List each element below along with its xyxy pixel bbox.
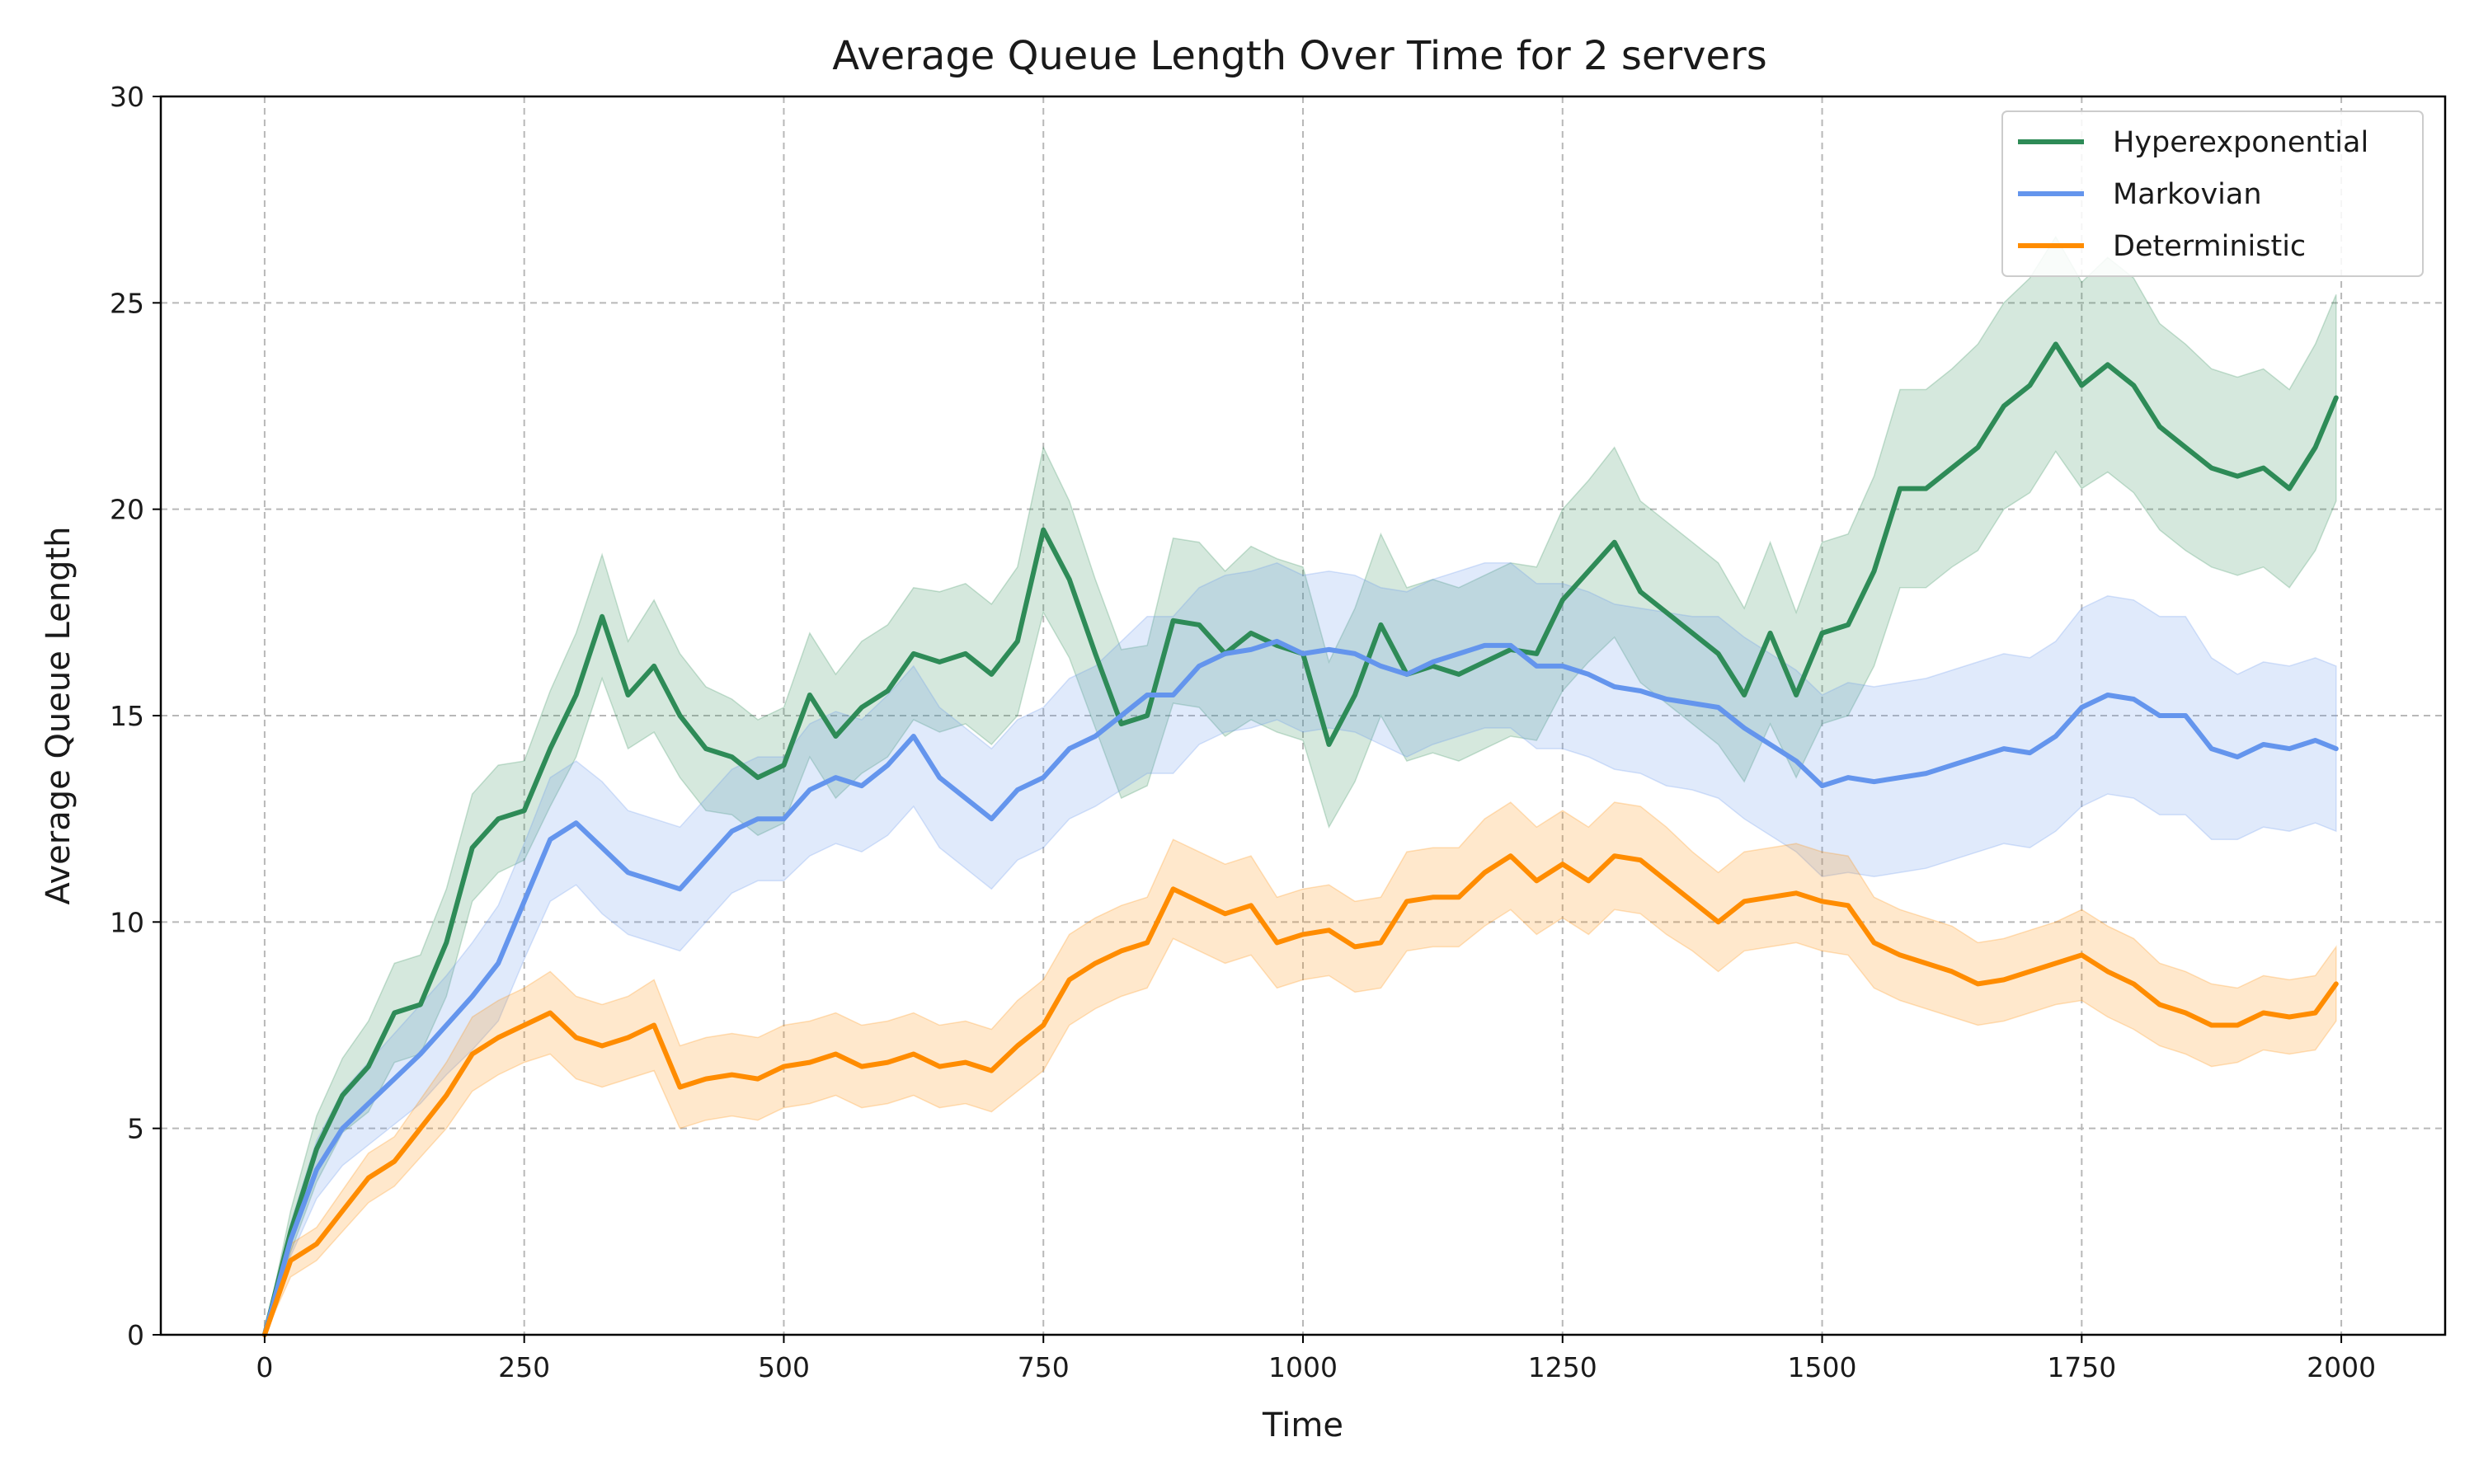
- x-axis-label: Time: [1262, 1407, 1343, 1444]
- legend: Hyperexponential Markovian Deterministic: [2001, 110, 2424, 277]
- x-tick-label: 1250: [1528, 1351, 1597, 1383]
- x-axis: 0 250 500 750 1000 1250 1500 1750 2000: [256, 1335, 2376, 1383]
- x-tick-label: 750: [1018, 1351, 1070, 1383]
- x-tick-label: 1750: [2047, 1351, 2116, 1383]
- chart-title: Average Queue Length Over Time for 2 ser…: [832, 33, 1767, 79]
- legend-label-markovian: Markovian: [2113, 178, 2262, 211]
- y-tick-label: 0: [127, 1319, 144, 1351]
- legend-label-deterministic: Deterministic: [2113, 230, 2306, 263]
- y-tick-label: 5: [127, 1113, 144, 1145]
- x-tick-label: 0: [256, 1351, 273, 1383]
- series-lines: [261, 341, 2339, 1337]
- x-tick-label: 500: [758, 1351, 810, 1383]
- legend-label-hyperexponential: Hyperexponential: [2113, 126, 2368, 159]
- grid: [161, 96, 2445, 1336]
- x-tick-label: 2000: [2307, 1351, 2376, 1383]
- x-tick-label: 250: [498, 1351, 550, 1383]
- markovian-line: [261, 638, 2339, 1337]
- legend-box: [2001, 110, 2424, 277]
- y-tick-label: 20: [110, 494, 144, 526]
- y-tick-label: 25: [110, 287, 144, 319]
- y-tick-label: 10: [110, 906, 144, 938]
- deterministic-line: [261, 853, 2339, 1337]
- x-tick-label: 1000: [1268, 1351, 1338, 1383]
- x-tick-label: 1500: [1788, 1351, 1857, 1383]
- y-tick-label: 15: [110, 700, 144, 732]
- y-axis: 0 5 10 15 20 25 30: [110, 81, 161, 1351]
- y-tick-label: 30: [110, 81, 144, 113]
- y-axis-label: Average Queue Length: [40, 526, 78, 904]
